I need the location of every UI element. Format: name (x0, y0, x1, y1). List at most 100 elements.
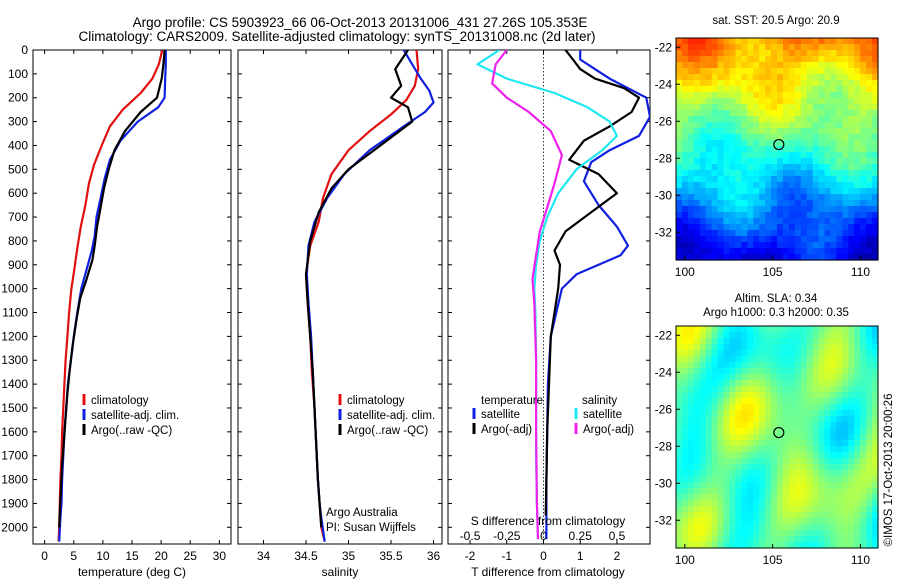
map-cell (687, 356, 695, 363)
map-cell (866, 146, 873, 153)
y-tick-label: 1400 (1, 377, 28, 391)
map-cell (818, 254, 826, 261)
map-cell (842, 140, 849, 147)
map-y-tick-label: -24 (655, 77, 673, 91)
map-cell (723, 482, 731, 489)
map-cell (699, 440, 707, 447)
map-cell (759, 254, 766, 261)
map-cell (676, 518, 683, 525)
map-cell (782, 242, 790, 249)
map-cell (788, 542, 796, 549)
map-cell (747, 542, 754, 549)
map-cell (782, 86, 790, 93)
map-cell (753, 236, 760, 243)
map-cell (788, 344, 796, 351)
map-cell (782, 518, 790, 525)
map-cell (842, 242, 849, 249)
map-cell (717, 326, 725, 333)
map-cell (759, 410, 766, 417)
map-cell (676, 494, 683, 501)
map-cell (699, 38, 707, 45)
map-cell (818, 68, 826, 75)
map-cell (848, 536, 855, 543)
map-cell (866, 404, 873, 411)
legend-label: climatology (347, 395, 405, 407)
map-cell (866, 116, 873, 123)
map-cell (800, 374, 808, 381)
map-cell (860, 338, 867, 345)
map-cell (717, 230, 725, 237)
map-cell (848, 392, 855, 399)
map-cell (860, 242, 867, 249)
map-cell (759, 344, 766, 351)
map-cell (753, 116, 760, 123)
map-cell (842, 152, 849, 159)
map-y-tick-label: -28 (655, 439, 673, 453)
map-cell (872, 62, 879, 69)
map-cell (693, 506, 701, 513)
map-cell (848, 446, 855, 453)
map-cell (717, 164, 725, 171)
map-cell (800, 134, 808, 141)
map-cell (860, 92, 867, 99)
map-cell (812, 494, 820, 501)
map-cell (711, 356, 719, 363)
map-cell (723, 470, 731, 477)
map-cell (824, 362, 832, 369)
map-cell (830, 380, 838, 387)
map-cell (842, 170, 849, 177)
map-cell (830, 218, 838, 225)
map-cell (771, 212, 778, 219)
map-cell (872, 92, 879, 99)
map-cell (681, 122, 689, 129)
map-cell (854, 236, 861, 243)
map-cell (830, 128, 838, 135)
map-cell (717, 104, 725, 111)
map-cell (771, 152, 778, 159)
map-cell (771, 542, 778, 549)
map-cell (705, 410, 713, 417)
x-tick-label: -1 (501, 549, 512, 563)
map-cell (693, 194, 701, 201)
map-cell (759, 380, 766, 387)
map-cell (777, 176, 784, 183)
map-cell (800, 434, 808, 441)
map-cell (765, 182, 772, 189)
map-cell (860, 542, 867, 549)
map-cell (735, 500, 742, 507)
map-cell (777, 392, 784, 399)
map-cell (711, 188, 719, 195)
map-cell (717, 152, 725, 159)
map-cell (753, 350, 760, 357)
map-x-tick-label: 100 (675, 553, 695, 567)
map-cell (705, 356, 713, 363)
map-cell (806, 404, 814, 411)
map-cell (788, 326, 796, 333)
map-cell (681, 248, 689, 255)
map-cell (717, 416, 725, 423)
map-cell (788, 50, 796, 57)
map-cell (729, 212, 737, 219)
map-cell (800, 542, 808, 549)
map-cell (818, 404, 826, 411)
map-cell (854, 254, 861, 261)
map-cell (687, 158, 695, 165)
map-cell (717, 134, 725, 141)
map-cell (806, 542, 814, 549)
map-cell (693, 440, 701, 447)
map-cell (717, 200, 725, 207)
map-cell (765, 134, 772, 141)
map-cell (800, 218, 808, 225)
map-cell (836, 158, 843, 165)
map-y-tick-label: -22 (655, 40, 673, 54)
map-cell (741, 62, 748, 69)
map-cell (782, 122, 790, 129)
map-cell (741, 140, 748, 147)
map-cell (676, 110, 683, 117)
map-cell (741, 248, 748, 255)
map-cell (836, 374, 843, 381)
map-cell (777, 74, 784, 81)
legend-label: satellite (583, 409, 622, 421)
map-cell (681, 518, 689, 525)
map-cell (872, 188, 879, 195)
